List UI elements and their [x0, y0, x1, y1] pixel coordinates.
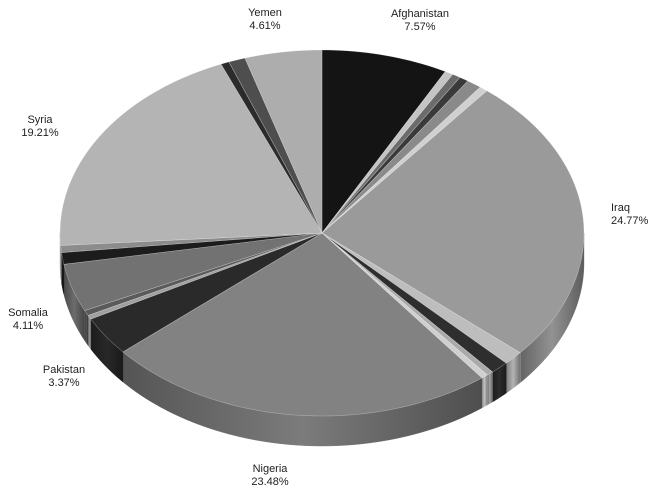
- pie-top-layer: [59, 49, 585, 417]
- slice-percent-syria: 19.21%: [21, 127, 59, 139]
- pie-slice-afghanistan: [321, 49, 446, 234]
- pie-slice-minor-19: [220, 61, 323, 234]
- pie-slice-side-shade-15: [63, 264, 85, 341]
- pie-slice-minor-3: [321, 77, 469, 234]
- pie-slice-side-shade-11: [122, 351, 482, 446]
- pie-slice-syria: [59, 63, 323, 246]
- pie-slice-minor-20: [228, 57, 323, 234]
- pie-slice-side-shade-12: [90, 319, 123, 382]
- pie-slice-side-shade-9: [487, 371, 493, 406]
- pie-slice-minor-1: [321, 71, 454, 234]
- pie-slice-side-shade-8: [492, 363, 507, 402]
- slice-percent-afghanistan: 7.57%: [404, 21, 435, 33]
- pie-slice-side-shade-18: [60, 233, 61, 276]
- pie-slice-side-shade-6: [520, 233, 584, 383]
- slice-label-iraq: Iraq: [611, 202, 630, 214]
- pie-slice-somalia: [63, 232, 323, 311]
- pie-slice-minor-13: [87, 232, 323, 320]
- pie-slice-side-shade-7: [506, 352, 521, 394]
- slice-percent-somalia: 4.11%: [13, 320, 44, 332]
- pie-slice-yemen: [244, 49, 323, 234]
- pie-slice-nigeria: [122, 232, 483, 417]
- pie-slice-side-shade-16: [61, 252, 64, 295]
- pie-slice-minor-4: [321, 80, 481, 234]
- pie-slice-side-shade-14: [84, 310, 89, 346]
- pie-slice-pakistan: [90, 232, 323, 353]
- slice-label-yemen: Yemen: [248, 7, 282, 19]
- slice-label-somalia: Somalia: [8, 307, 49, 319]
- slice-percent-nigeria: 23.48%: [251, 476, 289, 488]
- pie-slice-minor-16: [61, 232, 323, 265]
- slice-percent-yemen: 4.61%: [249, 20, 280, 32]
- pie-side-layer: [59, 232, 585, 447]
- slice-label-syria: Syria: [27, 114, 53, 126]
- pie-slice-iraq: [321, 90, 585, 354]
- pie-slice-side-shade-13: [88, 315, 91, 350]
- slice-percent-pakistan: 3.37%: [48, 377, 79, 389]
- slice-label-nigeria: Nigeria: [253, 463, 289, 475]
- slice-label-pakistan: Pakistan: [43, 364, 85, 376]
- slice-percent-iraq: 24.77%: [611, 215, 649, 227]
- slice-label-afghanistan: Afghanistan: [391, 8, 449, 20]
- pie-slice-side-shade-10: [481, 375, 488, 408]
